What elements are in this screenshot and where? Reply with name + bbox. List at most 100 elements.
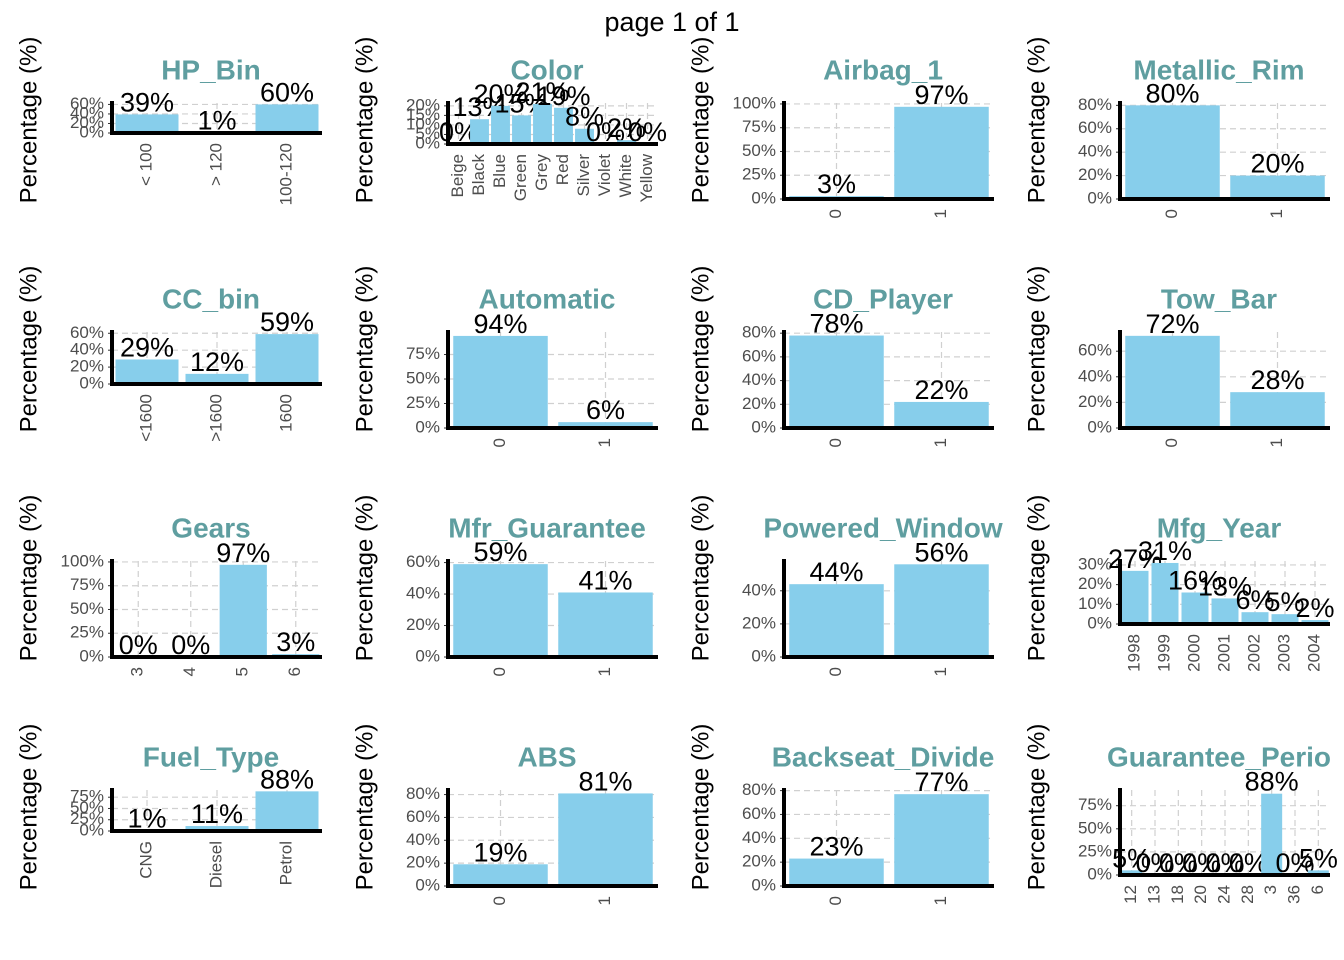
x-tick-label: 0 (490, 896, 509, 905)
y-tick-label: 50% (70, 798, 104, 817)
y-tick-label: 25% (70, 623, 104, 642)
value-label: 60% (260, 77, 314, 107)
panel: Percentage (%) Automatic 0% 25% 50% 75% 94% 0 6%… (351, 266, 658, 447)
bar (894, 564, 989, 657)
value-label: 78% (809, 309, 863, 339)
bar (219, 564, 267, 657)
value-label: 21% (515, 77, 569, 107)
x-tick-label: Grey (532, 154, 551, 191)
y-tick-label: 100% (61, 551, 104, 570)
y-axis-label: Percentage (%) (1023, 724, 1050, 891)
panel: Percentage (%) Mfg_Year0%10%20%30%27%1998… (1023, 495, 1334, 672)
x-tick-label: Yellow (637, 153, 656, 202)
y-tick-label: 20% (742, 613, 776, 632)
x-tick-label: 4 (180, 667, 199, 676)
bar (1121, 570, 1149, 624)
bar (1151, 562, 1179, 624)
panel: Percentage (%) Powered_Window 0% 20% 40% 44% 0… (687, 495, 1003, 677)
y-tick-label: 40% (742, 580, 776, 599)
bar (491, 105, 510, 144)
y-tick-label: 40% (742, 370, 776, 389)
x-tick-label: 100-120 (276, 143, 295, 205)
chart-title: Airbag_1 (823, 54, 943, 85)
y-tick-label: 20% (70, 357, 104, 376)
value-label: 56% (914, 537, 968, 567)
x-tick-label: 0 (1162, 438, 1181, 447)
y-tick-label: 20% (742, 394, 776, 413)
chart-title: CD_Player (813, 283, 953, 314)
page-title: page 1 of 1 (604, 7, 739, 37)
x-tick-label: 1 (595, 896, 614, 905)
x-tick-label: 28 (1238, 885, 1257, 904)
x-tick-label: 0 (1162, 209, 1181, 218)
bar (1241, 612, 1269, 624)
bar (894, 106, 989, 199)
panel: Percentage (%) Metallic_Rim 0% 20% 40% 60% 80%… (1023, 37, 1330, 218)
value-label: 39% (120, 87, 174, 117)
y-tick-label: 60% (406, 807, 440, 826)
y-axis-label: Percentage (%) (1023, 495, 1050, 662)
y-tick-label: 0% (79, 373, 104, 392)
x-tick-label: 1 (931, 209, 950, 218)
x-tick-label: White (616, 154, 635, 197)
x-tick-label: 18 (1168, 885, 1187, 904)
chart-title: Metallic_Rim (1133, 54, 1304, 85)
value-label: 6% (1235, 585, 1274, 615)
x-tick-label: Violet (595, 154, 614, 196)
chart-title: Powered_Window (763, 512, 1003, 543)
x-tick-label: 0 (490, 667, 509, 676)
value-label: 41% (578, 565, 632, 595)
bar (1271, 614, 1299, 624)
y-tick-label: 0% (415, 417, 440, 436)
x-tick-label: Blue (490, 154, 509, 188)
value-label: 5% (1299, 843, 1338, 873)
x-tick-label: 1 (595, 667, 614, 676)
y-tick-label: 25% (1078, 841, 1112, 860)
bar (1261, 793, 1283, 875)
value-label: 28% (1250, 365, 1304, 395)
y-axis-label: Percentage (%) (687, 724, 714, 891)
bar (789, 335, 884, 428)
value-label: 1% (197, 106, 236, 136)
y-tick-label: 0% (751, 646, 776, 665)
y-tick-label: 20% (1078, 165, 1112, 184)
chart-title: Fuel_Type (143, 741, 279, 772)
y-tick-label: 75% (742, 117, 776, 136)
y-tick-label: 50% (70, 599, 104, 618)
y-tick-label: 75% (70, 787, 104, 806)
y-tick-label: 0% (751, 188, 776, 207)
x-tick-label: 24 (1214, 885, 1233, 904)
bar (255, 334, 319, 384)
value-label: 59% (473, 537, 527, 567)
y-tick-label: 30% (1078, 554, 1112, 573)
y-tick-label: 50% (406, 369, 440, 388)
panel: Percentage (%) Color0%5%10%15%20%0%Beige1… (351, 37, 667, 204)
y-tick-label: 80% (406, 784, 440, 803)
bar (558, 592, 653, 657)
value-label: 2% (1295, 593, 1334, 623)
bar (255, 791, 319, 831)
y-tick-label: 80% (742, 780, 776, 799)
chart-title: Mfg_Year (1157, 512, 1282, 543)
chart-title: Mfr_Guarantee (448, 512, 646, 543)
chart-title: Gears (171, 512, 250, 543)
bar (533, 103, 552, 144)
y-tick-label: 60% (1078, 118, 1112, 137)
y-axis-label: Percentage (%) (687, 266, 714, 433)
value-label: 88% (260, 764, 314, 794)
x-tick-label: 3 (1261, 885, 1280, 894)
bar (185, 373, 249, 384)
bar (1211, 598, 1239, 624)
x-tick-label: 3 (128, 667, 147, 676)
y-tick-label: 5% (415, 124, 440, 143)
bar (894, 794, 989, 886)
y-tick-label: 10% (406, 114, 440, 133)
value-label: 19% (536, 81, 590, 111)
panel: Percentage (%) Airbag_1 0% 25% 50% 75% 100% 3% 0… (687, 37, 994, 218)
x-tick-label: 0 (490, 438, 509, 447)
x-tick-label: 1600 (276, 394, 295, 432)
bar (789, 584, 884, 657)
value-label: 13% (1198, 571, 1252, 601)
value-label: 72% (1145, 309, 1199, 339)
bar (185, 826, 249, 831)
